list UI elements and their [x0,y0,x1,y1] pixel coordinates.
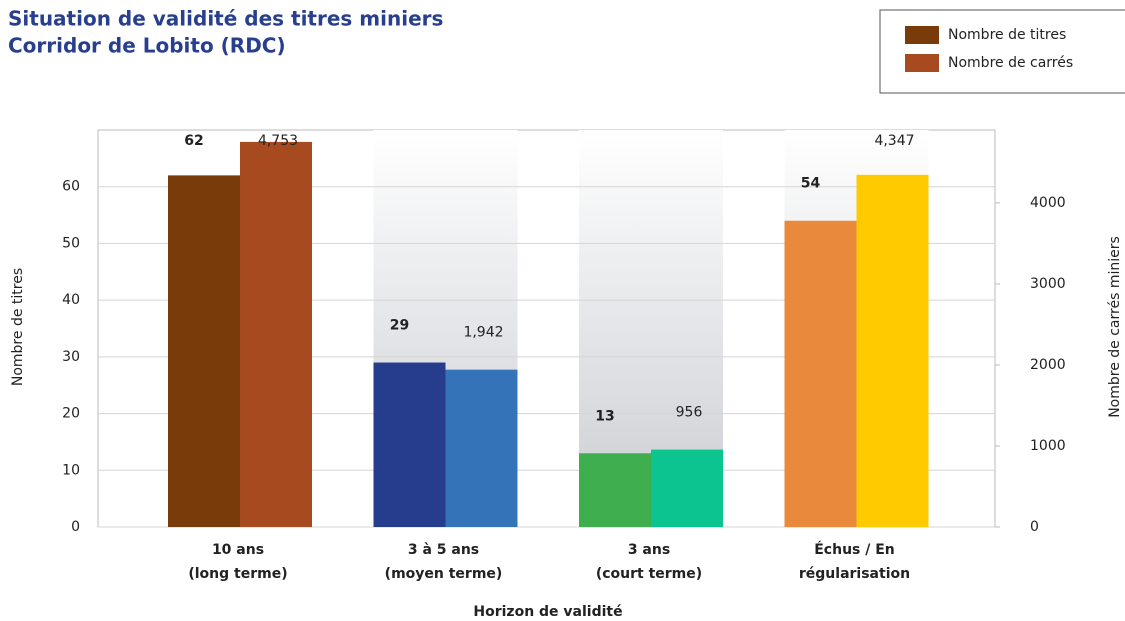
y2-tick-label: 0 [1030,519,1039,535]
x-axis-label: Horizon de validité [473,604,622,620]
bar [373,362,446,527]
y-tick-label: 30 [62,349,80,365]
bar [445,369,518,527]
bar [240,141,312,527]
y-tick-label: 0 [71,519,80,535]
bar [784,220,857,527]
data-label: 13 [595,408,614,424]
data-label: 4,753 [258,133,298,149]
x-tick-label: 10 ans [212,542,264,558]
bar [856,174,929,527]
data-label: 956 [676,405,703,421]
y2-axis-label: Nombre de carrés miniers [1107,236,1123,418]
y2-tick-label: 2000 [1030,357,1066,373]
y-tick-label: 40 [62,292,80,308]
y-tick-label: 50 [62,235,80,251]
y-tick-label: 20 [62,406,80,422]
y-axis-label: Nombre de titres [10,268,26,386]
legend-box [879,9,1125,94]
data-label: 62 [184,133,203,149]
x-tick-label: (long terme) [188,566,287,582]
y-tick-label: 60 [62,179,80,195]
x-tick-label: (moyen terme) [385,566,503,582]
legend-swatch [905,54,939,72]
x-tick-label: (court terme) [596,566,702,582]
data-label: 4,347 [874,133,914,149]
bar [651,449,723,527]
legend-label: Nombre de titres [948,27,1066,43]
legend-label: Nombre de carrés [948,55,1073,71]
y-tick-label: 10 [62,462,80,478]
bar [168,175,240,527]
bar [579,453,651,527]
y2-tick-label: 1000 [1030,438,1066,454]
y2-tick-label: 4000 [1030,195,1066,211]
x-tick-label: régularisation [799,566,910,582]
chart-title: Situation de validité des titres miniers [8,7,443,31]
legend-swatch [905,26,939,44]
x-tick-label: 3 à 5 ans [408,542,479,558]
x-tick-label: 3 ans [628,542,670,558]
y2-tick-label: 3000 [1030,276,1066,292]
x-tick-label: Échus / En [814,541,895,558]
data-label: 29 [390,318,409,334]
data-label: 54 [801,176,821,192]
data-label: 1,942 [463,325,503,341]
chart-title: Corridor de Lobito (RDC) [8,34,286,58]
